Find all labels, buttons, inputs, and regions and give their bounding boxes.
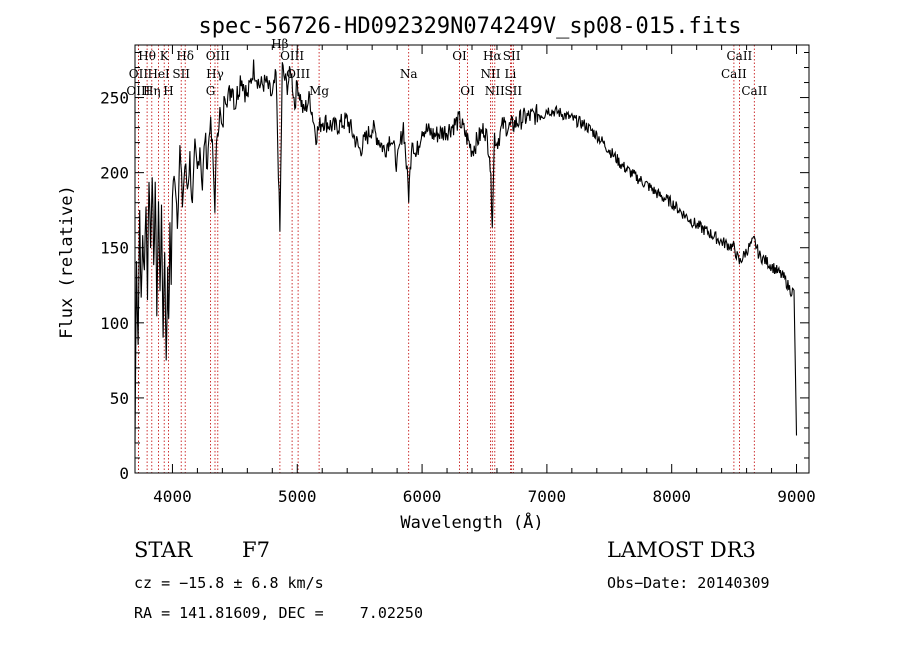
marker-label: SII: [503, 49, 521, 63]
line-marker-labels: HθOIIOIIIHηHeIKHSIIHδGOIIIHγHβOIIIOIIIMg…: [126, 37, 767, 98]
marker-label: Hδ: [176, 49, 194, 63]
marker-label: OIII: [280, 49, 304, 63]
y-tick-label: 50: [110, 389, 129, 408]
marker-label: OII: [129, 67, 149, 81]
redshift-velocity: cz = −15.8 ± 6.8 km/s: [134, 574, 324, 592]
marker-label: CaII: [721, 67, 747, 81]
y-tick-label: 250: [100, 89, 129, 108]
marker-label: OIII: [126, 84, 150, 98]
y-tick-label: 150: [100, 239, 129, 258]
marker-label: SII: [172, 67, 190, 81]
y-tick-label: 200: [100, 164, 129, 183]
spectral-subclass: F7: [242, 538, 270, 562]
marker-label: OI: [452, 49, 467, 63]
x-axis-label: Wavelength (Å): [400, 511, 543, 533]
marker-label: OIII: [206, 49, 230, 63]
marker-label: Hβ: [271, 37, 288, 51]
coordinates: RA = 141.81609, DEC = 7.02250: [134, 604, 423, 622]
marker-label: OI: [460, 84, 475, 98]
marker-label: NII: [485, 84, 505, 98]
marker-label: Hα: [483, 49, 502, 63]
x-tick-label: 5000: [278, 487, 317, 506]
x-tick-label: 8000: [652, 487, 691, 506]
marker-label: G: [206, 84, 216, 98]
y-axis-label: Flux (relative): [57, 185, 77, 339]
x-tick-label: 7000: [528, 487, 567, 506]
spectrum-series-line: [134, 59, 798, 444]
x-axis-ticks: 4000 5000 6000 7000 8000 9000: [153, 45, 816, 506]
marker-label: CaII: [726, 49, 752, 63]
object-class: STAR: [134, 538, 193, 562]
plot-frame: [134, 44, 810, 474]
marker-label: SII: [504, 84, 522, 98]
x-tick-label: 9000: [777, 487, 816, 506]
line-markers: [137, 45, 755, 473]
y-axis-ticks: 0 50 100 150 200 250: [100, 52, 809, 483]
marker-label: Hγ: [206, 67, 224, 81]
marker-label: Li: [504, 67, 516, 81]
chart-title: spec-56726-HD092329N074249V_sp08-015.fit…: [198, 14, 741, 39]
survey-name: LAMOST DR3: [607, 538, 756, 562]
marker-label: HeI: [147, 67, 170, 81]
marker-label: Na: [400, 67, 418, 81]
marker-label: H: [163, 84, 173, 98]
marker-label: Mg: [309, 84, 329, 98]
marker-label: Hθ: [138, 49, 156, 63]
marker-label: NII: [481, 67, 501, 81]
x-tick-label: 6000: [403, 487, 442, 506]
y-tick-label: 0: [119, 464, 129, 483]
marker-label: Hη: [143, 84, 161, 98]
marker-label: K: [160, 49, 170, 63]
marker-label: CaII: [741, 84, 767, 98]
x-tick-label: 4000: [153, 487, 192, 506]
observation-date: Obs−Date: 20140309: [607, 574, 770, 592]
y-tick-label: 100: [100, 314, 129, 333]
